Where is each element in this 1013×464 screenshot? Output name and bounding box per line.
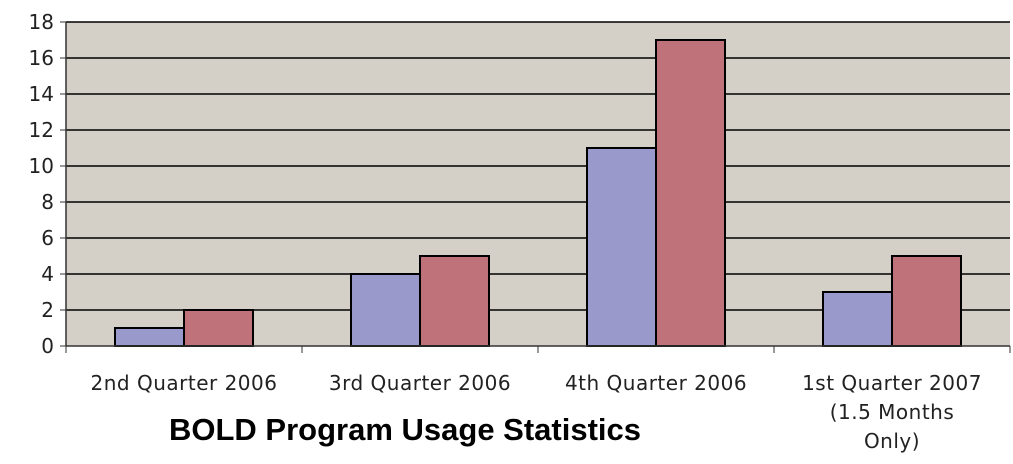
y-tick-label: 16: [29, 46, 54, 70]
y-tick-label: 6: [41, 226, 54, 250]
chart-title: BOLD Program Usage Statistics: [169, 412, 641, 447]
bar-series1-3: [822, 291, 893, 347]
bar-series2-3: [891, 255, 962, 347]
y-tick-label: 0: [41, 334, 54, 358]
x-tick-label: 3rd Quarter 2006: [329, 371, 511, 395]
y-tick-labels: 0 2 4 6 8 10 12 14 16 18: [29, 10, 66, 358]
y-tick-label: 10: [29, 154, 54, 178]
y-tick-label: 8: [41, 190, 54, 214]
y-tick-label: 14: [29, 82, 54, 106]
y-tick-label: 12: [29, 118, 54, 142]
bars: [114, 39, 962, 347]
y-tick-label: 2: [41, 298, 54, 322]
bar-series1-1: [350, 273, 421, 347]
y-tick-label: 4: [41, 262, 54, 286]
x-tick-label: Only): [864, 429, 920, 453]
x-tick-label: (1.5 Months: [830, 400, 955, 424]
x-tick-label: 4th Quarter 2006: [565, 371, 747, 395]
axes: [65, 22, 1011, 353]
y-tick-label: 18: [29, 10, 54, 34]
bar-series2-1: [419, 255, 490, 347]
x-tick-label: 2nd Quarter 2006: [91, 371, 278, 395]
bar-series2-2: [655, 39, 726, 347]
bar-series1-2: [586, 147, 657, 347]
bar-series2-0: [183, 309, 254, 347]
bar-series1-0: [114, 327, 185, 347]
x-tick-label: 1st Quarter 2007: [802, 371, 982, 395]
x-tick-labels: 2nd Quarter 2006 3rd Quarter 2006 4th Quar…: [91, 371, 982, 453]
